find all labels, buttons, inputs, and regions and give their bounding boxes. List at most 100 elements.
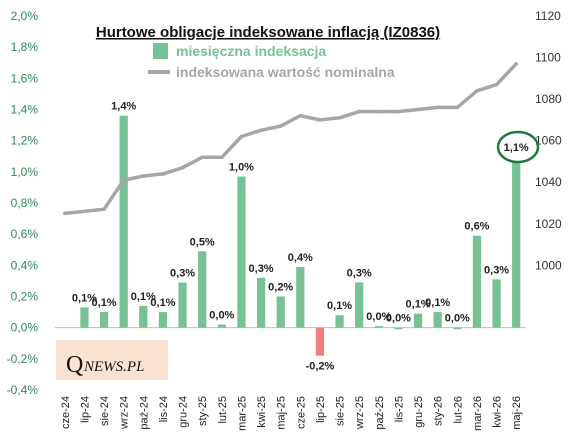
data-label: 0,5% bbox=[190, 236, 215, 248]
bar bbox=[276, 296, 285, 328]
bar bbox=[394, 327, 403, 330]
data-label: 0,0% bbox=[209, 310, 234, 322]
bar bbox=[256, 277, 266, 328]
bar bbox=[237, 176, 246, 328]
data-label: 0,3% bbox=[484, 264, 509, 276]
line-point bbox=[514, 61, 518, 66]
x-tick-label: wrz-25 bbox=[354, 396, 366, 430]
bar bbox=[158, 312, 168, 328]
y-right-tick-label: 1060 bbox=[535, 134, 562, 148]
data-label: 0,0% bbox=[386, 313, 411, 325]
bar bbox=[335, 315, 344, 328]
line-point bbox=[337, 116, 342, 120]
line-point bbox=[200, 155, 204, 160]
line-point bbox=[141, 174, 146, 178]
line-point bbox=[318, 118, 322, 122]
x-tick-label: sty-26 bbox=[433, 396, 445, 426]
line-layer bbox=[63, 61, 518, 216]
x-tick-label: paź-24 bbox=[138, 396, 150, 430]
bar bbox=[413, 313, 423, 328]
line-point bbox=[180, 165, 185, 170]
x-tick-label: sie-25 bbox=[335, 396, 347, 426]
bar bbox=[315, 327, 325, 356]
x-tick-label: wrz-24 bbox=[119, 396, 131, 430]
line-point bbox=[455, 105, 460, 110]
y-right-tick-label: 1000 bbox=[535, 258, 562, 272]
y-left-tick-label: 1,4% bbox=[11, 103, 39, 117]
bars-layer bbox=[80, 115, 521, 356]
line-point bbox=[357, 109, 361, 114]
x-tick-label: sty-25 bbox=[197, 396, 209, 426]
bar bbox=[119, 115, 128, 328]
data-label: 0,0% bbox=[366, 311, 391, 323]
highlight-circle bbox=[496, 130, 540, 164]
x-tick-label: paź-25 bbox=[374, 396, 386, 430]
data-label: 1,0% bbox=[229, 162, 254, 174]
line-point bbox=[220, 155, 224, 160]
data-label: 0,3% bbox=[170, 267, 195, 279]
line-point bbox=[435, 105, 440, 110]
bar bbox=[512, 160, 521, 328]
data-label: 0,0% bbox=[445, 313, 470, 325]
bar bbox=[178, 282, 187, 328]
x-tick-label: kwi-25 bbox=[256, 396, 268, 428]
line-point bbox=[121, 178, 126, 182]
x-tick-label: sie-24 bbox=[99, 396, 111, 426]
data-label: 0,1% bbox=[92, 297, 117, 309]
line-point bbox=[259, 128, 263, 133]
data-label: 1,4% bbox=[111, 101, 136, 113]
legend-label-line: indeksowana wartość nominalna bbox=[176, 64, 395, 80]
bar bbox=[198, 251, 207, 328]
line-point bbox=[278, 124, 283, 128]
legend: miesięczna indeksacja indeksowana wartoś… bbox=[148, 43, 395, 80]
logo-initial: Q bbox=[66, 352, 83, 378]
bar bbox=[99, 312, 109, 328]
data-label: 0,6% bbox=[464, 221, 489, 233]
x-tick-label: kwi-26 bbox=[492, 396, 504, 428]
data-label: -0,2% bbox=[306, 361, 335, 373]
x-tick-label: lut-25 bbox=[217, 396, 229, 424]
y-left-tick-label: 0,4% bbox=[11, 258, 39, 272]
logo-background bbox=[56, 340, 168, 380]
y-right-tick-label: 1080 bbox=[535, 92, 562, 106]
y-left-tick-label: -0,4% bbox=[7, 383, 39, 397]
data-label: 0,3% bbox=[249, 263, 274, 275]
legend-swatch-bar bbox=[153, 43, 168, 59]
labels-layer: 0,1%0,1%1,4%0,1%0,1%0,3%0,5%0,0%1,0%0,3%… bbox=[72, 101, 529, 373]
line-point bbox=[239, 134, 244, 139]
line-point bbox=[63, 211, 67, 216]
line-point bbox=[475, 89, 479, 93]
data-label: 0,1% bbox=[406, 299, 431, 311]
y-right-tick-label: 1020 bbox=[535, 217, 562, 231]
y-right-tick-label: 1100 bbox=[535, 51, 561, 65]
x-tick-label: gru-25 bbox=[413, 396, 425, 428]
y-right-tick-label: 1040 bbox=[535, 175, 562, 189]
data-label: 0,4% bbox=[288, 252, 313, 264]
legend-label-bar: miesięczna indeksacja bbox=[176, 43, 326, 59]
x-tick-label: lip-25 bbox=[315, 396, 327, 423]
x-tick-label: lis-24 bbox=[158, 396, 170, 422]
data-label: 0,1% bbox=[425, 297, 450, 309]
data-label: 0,1% bbox=[131, 291, 156, 303]
bar bbox=[355, 282, 364, 328]
data-label: 0,1% bbox=[150, 297, 175, 309]
x-tick-label: mar-25 bbox=[236, 396, 248, 431]
bar bbox=[472, 235, 482, 328]
line-point bbox=[298, 113, 303, 118]
y-left-tick-label: 1,8% bbox=[11, 40, 39, 54]
data-label: 0,1% bbox=[72, 292, 97, 304]
line-point bbox=[494, 82, 499, 87]
series-line bbox=[64, 62, 518, 216]
y-left-tick-label: 1,0% bbox=[11, 165, 39, 179]
bar bbox=[217, 324, 226, 328]
x-tick-label: cze-24 bbox=[60, 396, 72, 429]
line-point bbox=[377, 109, 381, 114]
bar bbox=[80, 307, 89, 328]
x-tick-label: cze-25 bbox=[295, 396, 307, 429]
bar bbox=[492, 279, 501, 328]
y-left-tick-label: 1,6% bbox=[11, 71, 39, 85]
y-left-tick-label: 0,6% bbox=[11, 227, 39, 241]
x-tick-label: maj-25 bbox=[276, 396, 288, 430]
x-tick-label: mar-26 bbox=[472, 396, 484, 431]
